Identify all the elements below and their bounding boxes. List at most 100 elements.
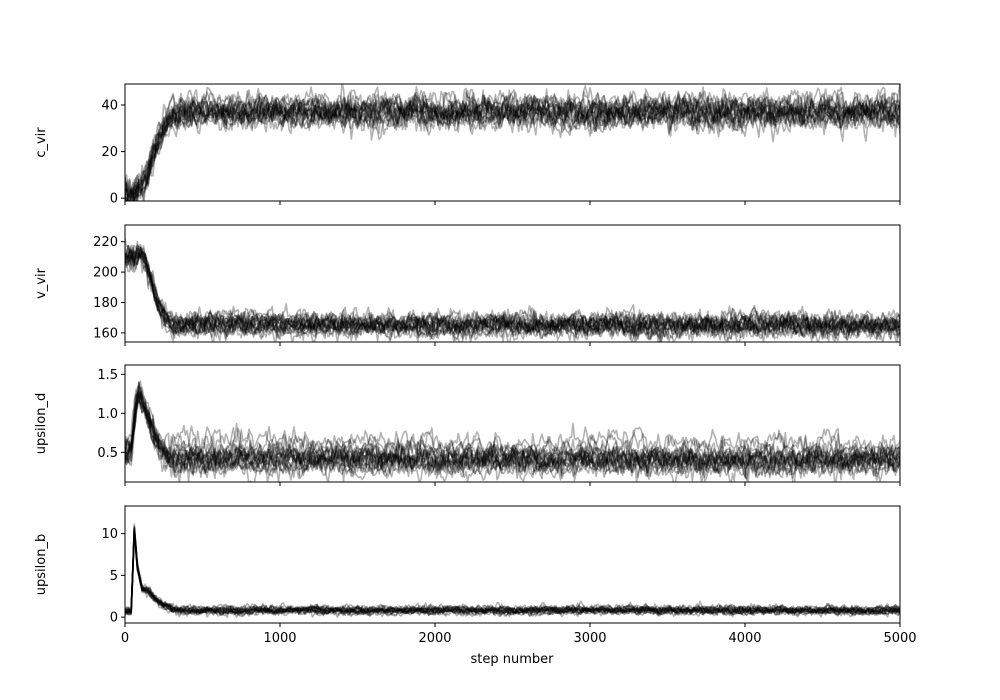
- walker-trace-5: [125, 525, 900, 616]
- y-tick-label: 20: [101, 145, 118, 160]
- walker-trace-15: [125, 531, 900, 618]
- walker-trace-7: [125, 248, 900, 342]
- walker-trace-7: [125, 381, 900, 482]
- panel-upsilon-d: 0.5 1.0 1.5 upsilon_d: [34, 364, 901, 486]
- walker-trace-8: [125, 92, 900, 201]
- walker-trace-1: [125, 85, 900, 201]
- panel-frame: [124, 505, 901, 624]
- walker-trace-9: [125, 525, 900, 617]
- x-tick-label: 1000: [263, 631, 296, 646]
- walker-traces: [125, 523, 900, 619]
- y-tick-label: 180: [93, 296, 118, 311]
- walker-trace-4: [125, 247, 900, 337]
- walker-trace-14: [125, 240, 900, 342]
- y-tick-label: 0.5: [97, 446, 118, 461]
- walker-trace-18: [125, 89, 900, 201]
- walker-traces: [125, 238, 900, 342]
- walker-trace-5: [125, 380, 900, 475]
- panel-c-vir: 0 20 40 c_vir: [34, 83, 901, 207]
- y-tick-label: 10: [101, 527, 118, 542]
- x-tick-label: 5000: [883, 631, 916, 646]
- y-tick-label: 200: [93, 266, 118, 281]
- walker-trace-4: [126, 87, 900, 201]
- y-axis-label: v_vir: [34, 267, 49, 298]
- walker-trace-6: [125, 245, 900, 342]
- walker-trace-12: [125, 528, 900, 618]
- walker-trace-10: [125, 95, 900, 201]
- walker-trace-2: [125, 245, 900, 342]
- walker-trace-17: [125, 527, 900, 618]
- y-tick-label: 160: [93, 326, 118, 341]
- x-axis-label: step number: [471, 652, 555, 667]
- y-tick-label: 0: [110, 611, 118, 626]
- panel-frame: [124, 224, 901, 343]
- panel-upsilon-b: 0 5 10 0 1000 2000 3000 4000 5000 upsilon_b: [34, 505, 917, 646]
- walker-trace-14: [125, 527, 900, 618]
- walker-trace-9: [125, 391, 900, 482]
- walker-trace-3: [125, 247, 900, 341]
- walker-trace-18: [125, 246, 900, 338]
- walker-trace-2: [125, 96, 900, 201]
- walker-trace-12: [125, 250, 900, 339]
- x-tick-label: 4000: [728, 631, 761, 646]
- walker-trace-11: [125, 529, 900, 617]
- y-axis-label: upsilon_d: [34, 393, 49, 454]
- walker-trace-12: [125, 380, 900, 482]
- walker-trace-6: [125, 532, 900, 619]
- walker-trace-4: [125, 526, 900, 618]
- y-tick-label: 1.0: [97, 407, 118, 422]
- walker-trace-11: [125, 238, 900, 342]
- walker-trace-10: [125, 390, 900, 482]
- walker-trace-4: [125, 393, 900, 480]
- x-tick-label: 2000: [418, 631, 451, 646]
- walker-trace-16: [125, 396, 900, 477]
- walker-trace-17: [125, 245, 900, 342]
- walker-trace-3: [125, 93, 900, 201]
- walker-traces: [125, 84, 900, 201]
- walker-trace-17: [125, 90, 900, 198]
- walker-trace-10: [125, 527, 900, 618]
- walker-trace-17: [125, 391, 900, 482]
- walker-trace-13: [125, 84, 900, 201]
- walker-trace-7: [125, 532, 900, 617]
- walker-trace-13: [125, 393, 900, 482]
- walker-trace-16: [125, 243, 900, 342]
- walker-trace-3: [125, 382, 900, 482]
- y-tick-label: 5: [110, 569, 118, 584]
- walker-trace-7: [125, 85, 900, 201]
- y-tick-label: 220: [93, 235, 118, 250]
- walker-trace-15: [125, 92, 900, 201]
- walker-traces: [125, 380, 900, 482]
- walker-trace-1: [125, 528, 900, 618]
- walker-trace-2: [125, 531, 900, 618]
- walker-trace-5: [125, 89, 900, 201]
- walker-trace-13: [125, 527, 900, 617]
- walker-trace-14: [125, 86, 900, 197]
- walker-trace-11: [125, 385, 900, 475]
- walker-trace-11: [125, 98, 900, 201]
- y-tick-label: 1.5: [97, 368, 118, 383]
- walker-trace-6: [125, 390, 900, 479]
- walker-trace-15: [125, 246, 900, 338]
- walker-trace-8: [125, 529, 900, 618]
- walker-trace-14: [125, 391, 900, 481]
- walker-trace-5: [125, 244, 900, 342]
- y-axis-label: c_vir: [34, 127, 49, 158]
- panel-frame: [124, 83, 901, 202]
- walker-trace-8: [125, 249, 900, 341]
- walker-trace-18: [125, 530, 900, 618]
- panels-group: 0 20 40 c_vir 160 180 200 220 v_vir 0.5 1.0 1.5 upsi…: [34, 83, 917, 646]
- y-tick-label: 0: [110, 192, 118, 207]
- walker-trace-6: [125, 91, 900, 201]
- walker-trace-8: [125, 394, 900, 482]
- walker-trace-13: [125, 251, 900, 342]
- walker-trace-3: [125, 530, 900, 616]
- walker-trace-10: [125, 246, 900, 342]
- walker-trace-1: [125, 386, 900, 464]
- walker-trace-2: [125, 391, 900, 466]
- x-tick-label: 0: [121, 631, 129, 646]
- walker-trace-9: [125, 96, 900, 201]
- walker-trace-16: [125, 93, 900, 201]
